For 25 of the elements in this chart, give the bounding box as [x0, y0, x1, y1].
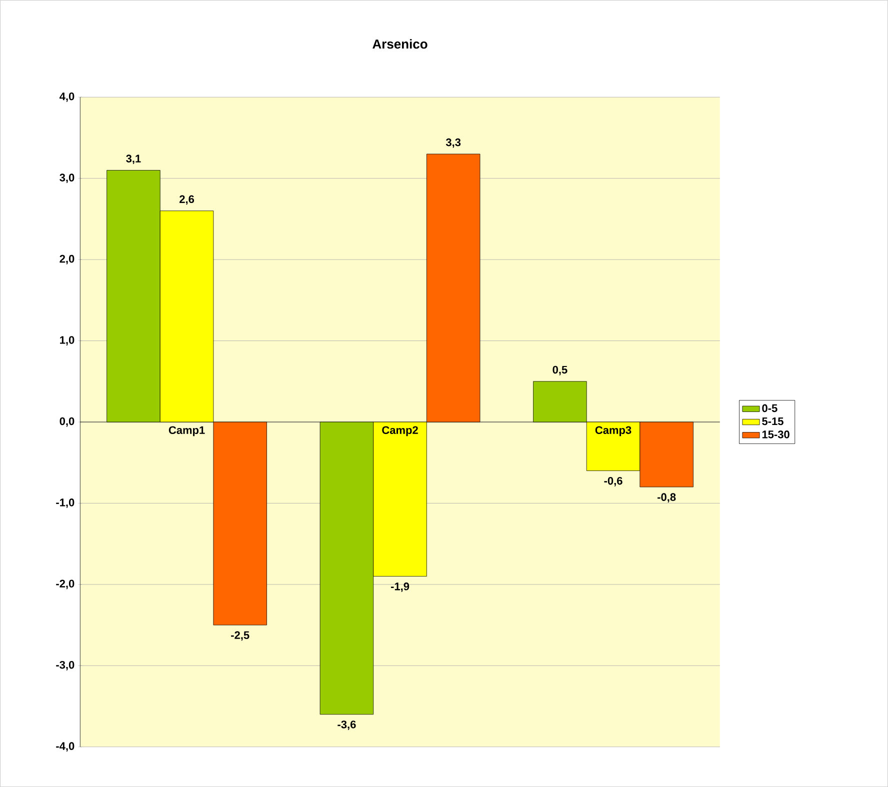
legend-label: 15-30 — [762, 430, 790, 438]
data-label: -2,5 — [231, 631, 250, 641]
y-tick-label: -2,0 — [56, 580, 74, 590]
y-tick-label: -4,0 — [56, 742, 74, 752]
data-label: 2,6 — [180, 195, 194, 205]
data-label: 3,3 — [446, 138, 461, 148]
data-label: -0,6 — [604, 476, 622, 486]
data-label: -1,9 — [390, 582, 410, 592]
y-tick-label: 3,0 — [60, 174, 74, 184]
y-tick-label: -3,0 — [56, 660, 74, 670]
legend-label: 5-15 — [762, 417, 784, 426]
data-label: -3,6 — [338, 720, 356, 730]
y-tick-label: -1,0 — [56, 498, 74, 508]
y-tick-label: 0,0 — [60, 417, 74, 427]
data-label: -0,8 — [658, 493, 676, 503]
data-label: 3,1 — [126, 154, 141, 164]
x-tick-label: Camp3 — [595, 426, 632, 436]
y-tick-label: 2,0 — [60, 254, 74, 264]
y-tick-label: 4,0 — [60, 92, 74, 102]
y-tick-label: 1,0 — [60, 336, 74, 346]
chart-title: Arsenico — [372, 39, 428, 49]
x-tick-label: Camp1 — [168, 426, 205, 436]
data-label: 0,5 — [552, 366, 568, 376]
x-tick-label: Camp2 — [382, 426, 418, 436]
legend-label: 0-5 — [762, 404, 778, 412]
